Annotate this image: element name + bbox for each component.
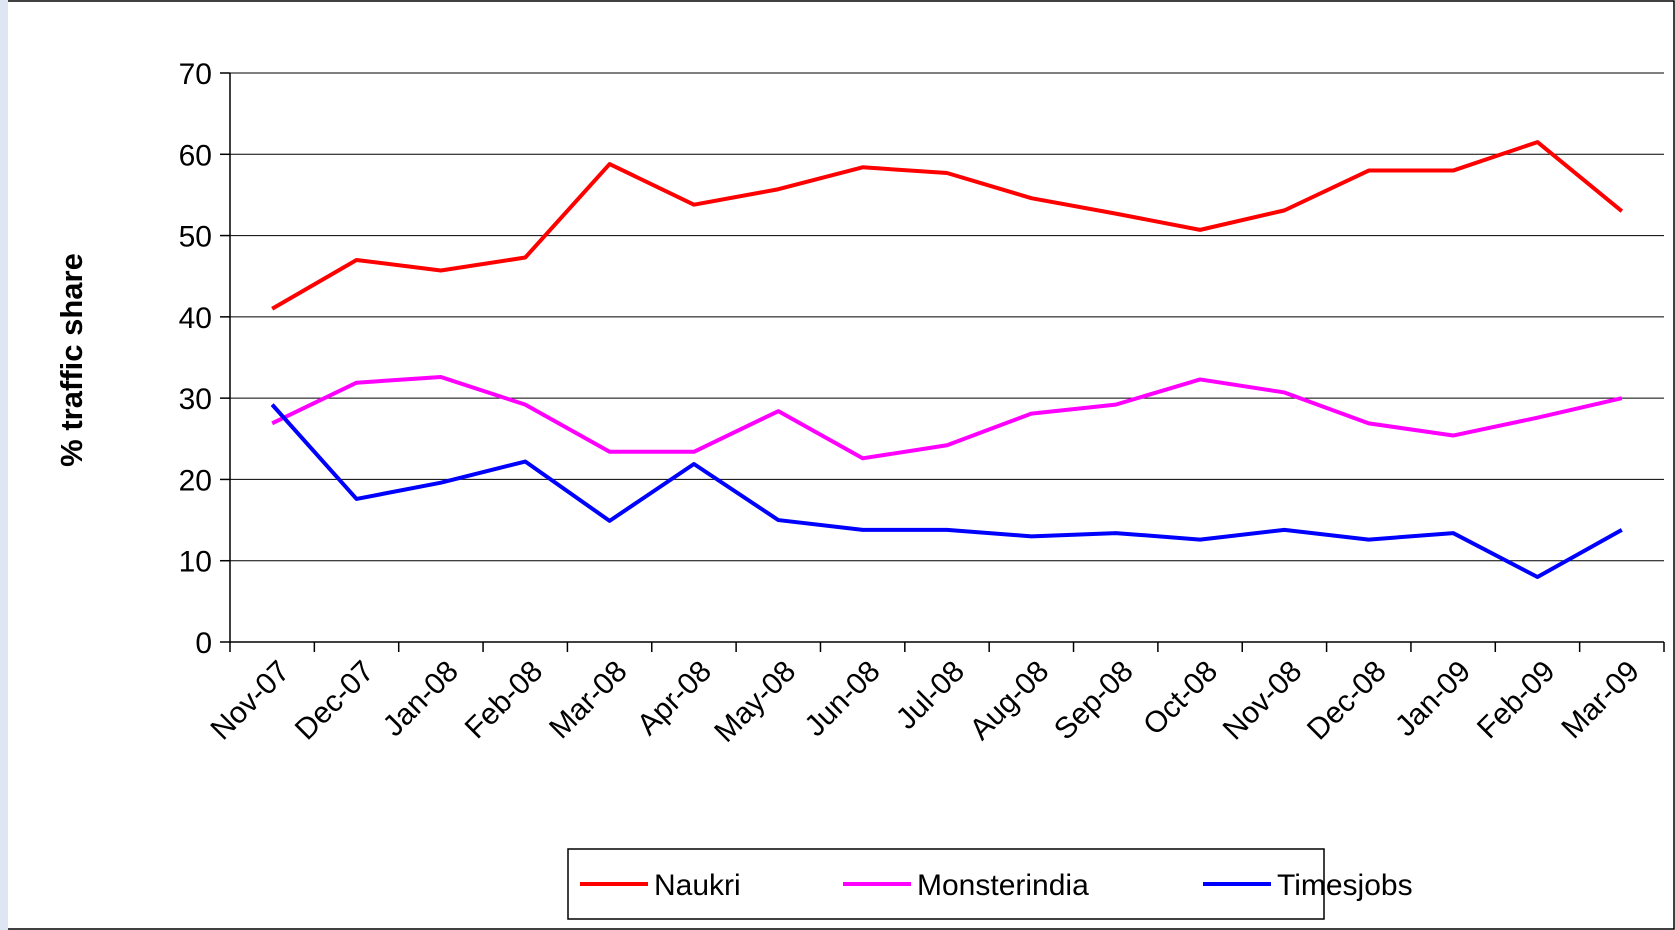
y-tick-label: 40 [179,302,212,335]
legend-label: Naukri [654,869,741,902]
y-tick-label: 10 [179,546,212,579]
legend-box [567,848,1325,920]
y-tick-label: 0 [195,627,212,660]
series-line [270,403,1623,579]
side-strip [0,0,8,930]
series-line [271,375,1623,461]
y-tick-label: 50 [179,221,212,254]
y-tick-label: 20 [179,464,212,497]
y-axis-title: % traffic share [54,253,89,467]
legend-label: Monsterindia [917,869,1089,902]
y-tick-label: 30 [179,383,212,416]
y-tick-label: 70 [179,58,212,91]
legend-label: Timesjobs [1277,869,1413,902]
series-line [271,140,1624,311]
y-tick-label: 60 [179,139,212,172]
